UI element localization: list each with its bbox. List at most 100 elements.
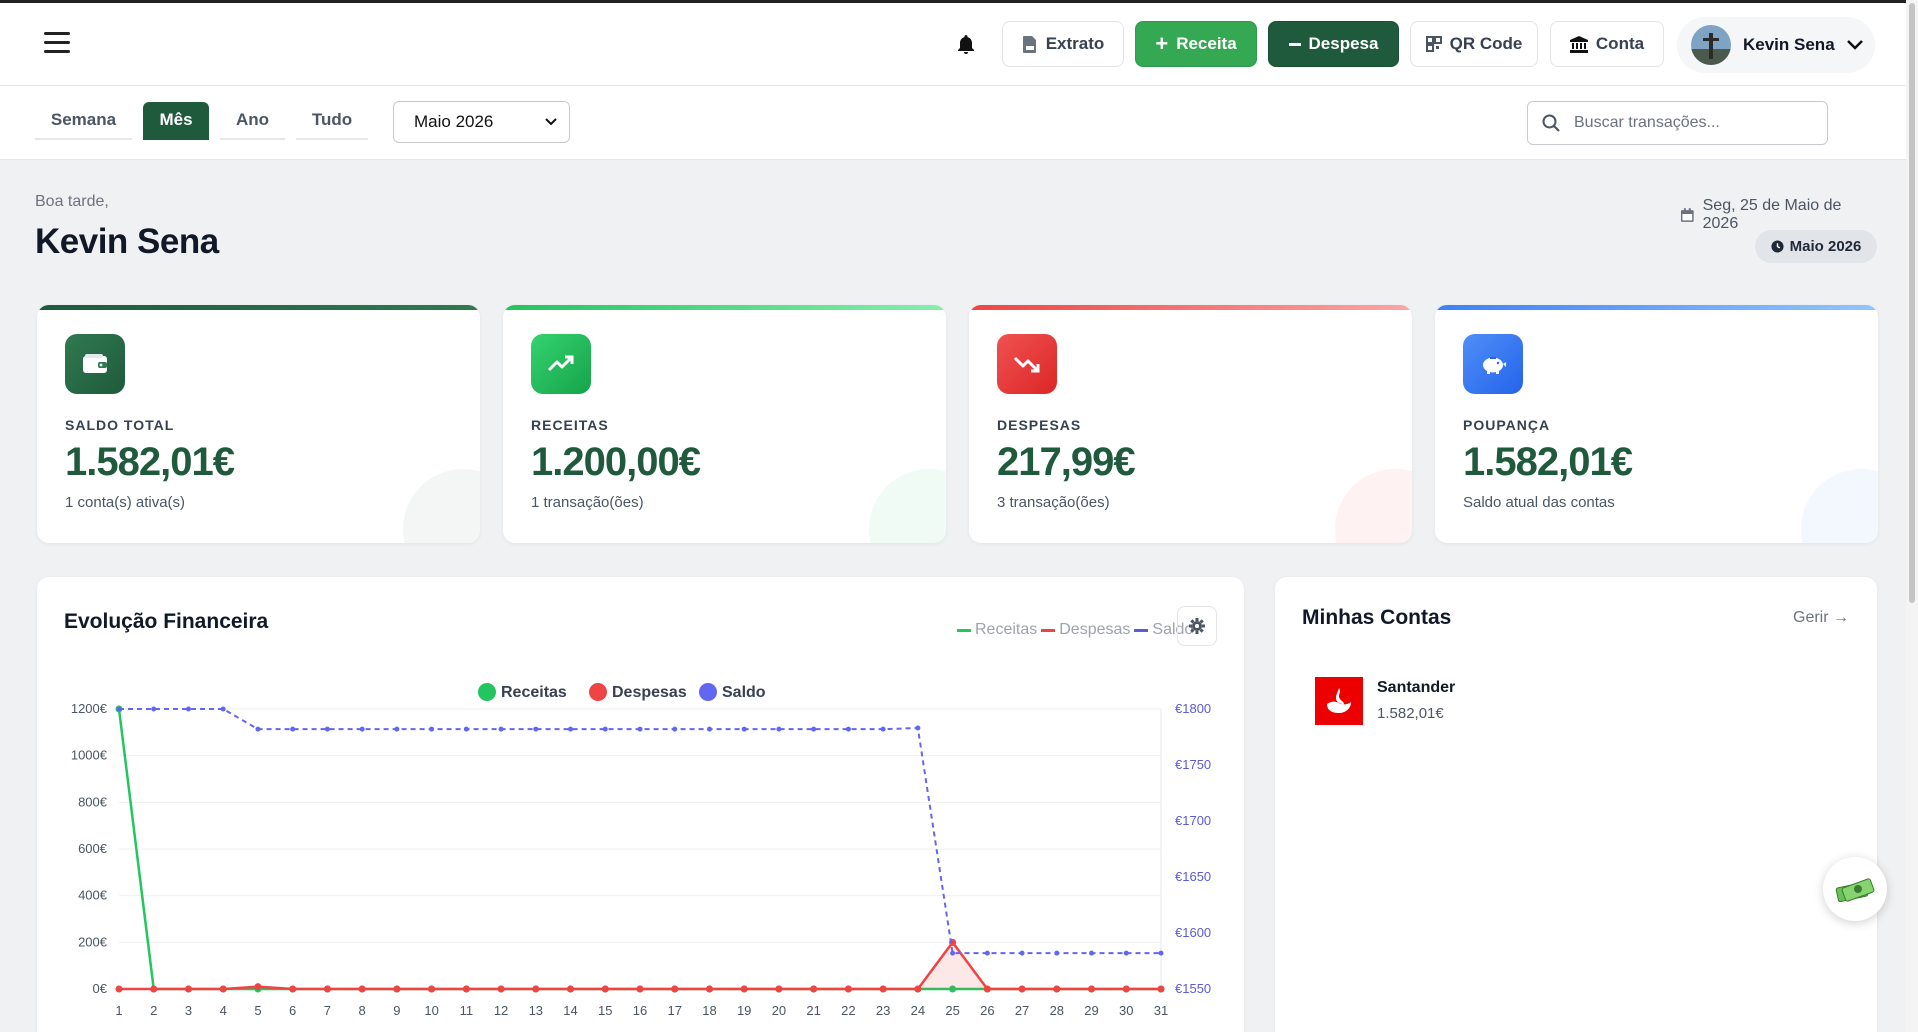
card-receitas: RECEITAS 1.200,00€ 1 transação(ões) <box>503 305 946 543</box>
bell-icon[interactable] <box>954 33 978 57</box>
data-point-saldo <box>290 726 296 732</box>
data-point-despesas <box>914 985 922 993</box>
minus-icon <box>1288 42 1301 46</box>
data-point-saldo <box>637 726 643 732</box>
y-left-tick-label: 1200€ <box>71 701 108 716</box>
x-tick-label: 23 <box>876 1003 890 1018</box>
page-scrollbar[interactable] <box>1906 0 1918 1032</box>
tab-mes[interactable]: Mês <box>143 102 209 140</box>
account-name[interactable]: Santander <box>1377 679 1456 696</box>
data-point-despesas <box>983 985 991 993</box>
data-point-saldo <box>498 726 504 732</box>
extrato-button[interactable]: Extrato <box>1002 21 1124 67</box>
data-point-saldo <box>185 706 191 712</box>
data-point-despesas <box>810 985 818 993</box>
series-line-saldo <box>119 708 1161 955</box>
add-receita-button[interactable]: + Receita <box>1135 21 1257 67</box>
tab-ano[interactable]: Ano <box>220 102 285 140</box>
data-point-despesas <box>844 985 852 993</box>
y-right-tick-label: €1700 <box>1175 813 1211 828</box>
card-subtext: 1 conta(s) ativa(s) <box>65 494 186 511</box>
menu-icon[interactable] <box>44 32 70 54</box>
card-subtext: 3 transação(ões) <box>997 494 1110 511</box>
data-point-saldo <box>255 726 261 732</box>
card-saldo-total: SALDO TOTAL 1.582,01€ 1 conta(s) ativa(s… <box>37 305 480 543</box>
data-point-saldo <box>568 726 574 732</box>
x-tick-label: 27 <box>1015 1003 1029 1018</box>
data-point-despesas <box>636 985 644 993</box>
x-tick-label: 15 <box>598 1003 612 1018</box>
data-point-saldo <box>602 726 608 732</box>
user-name: Kevin Sena <box>1743 35 1835 54</box>
search-icon <box>1542 114 1560 132</box>
card-decoration <box>403 469 480 543</box>
y-left-tick-label: 1000€ <box>71 748 108 763</box>
data-point-despesas <box>1157 985 1165 993</box>
conta-button[interactable]: Conta <box>1550 21 1664 67</box>
account-balance: 1.582,01€ <box>1377 705 1444 722</box>
qrcode-button[interactable]: QR Code <box>1410 21 1538 67</box>
data-point-saldo <box>1123 950 1129 956</box>
qrcode-label: QR Code <box>1449 34 1523 53</box>
data-point-despesas <box>567 985 575 993</box>
data-point-despesas <box>1122 985 1130 993</box>
y-right-tick-label: €1550 <box>1175 981 1211 996</box>
data-point-despesas <box>1018 985 1026 993</box>
santander-logo <box>1315 677 1363 725</box>
x-tick-label: 17 <box>667 1003 681 1018</box>
scrollbar-thumb[interactable] <box>1909 3 1915 603</box>
data-point-saldo <box>1089 950 1095 956</box>
y-right-tick-label: €1800 <box>1175 701 1211 716</box>
chart-panel-title: Evolução Financeira <box>64 610 269 633</box>
legend-label: Despesas <box>612 684 687 701</box>
trending-down-icon <box>997 334 1057 394</box>
wallet-icon <box>65 334 125 394</box>
data-point-despesas <box>705 985 713 993</box>
x-tick-label: 5 <box>254 1003 261 1018</box>
money-fab-button[interactable] <box>1823 857 1887 921</box>
data-point-despesas <box>184 985 192 993</box>
data-point-despesas <box>393 985 401 993</box>
manage-accounts-link[interactable]: Gerir → <box>1793 609 1849 626</box>
data-point-saldo <box>533 726 539 732</box>
card-poupanca: POUPANÇA 1.582,01€ Saldo atual das conta… <box>1435 305 1878 543</box>
data-point-despesas <box>219 985 227 993</box>
x-tick-label: 20 <box>772 1003 786 1018</box>
data-point-saldo <box>950 950 956 956</box>
data-point-despesas <box>254 983 262 991</box>
page-title: Kevin Sena <box>35 222 219 261</box>
card-subtext: 1 transação(ões) <box>531 494 644 511</box>
user-menu[interactable]: Kevin Sena <box>1677 17 1875 73</box>
gear-icon <box>1189 618 1205 634</box>
data-point-despesas <box>150 985 158 993</box>
y-right-tick-label: €1750 <box>1175 757 1211 772</box>
data-point-saldo <box>116 706 122 712</box>
search-input[interactable]: Buscar transações... <box>1527 101 1828 145</box>
x-tick-label: 11 <box>460 1003 474 1018</box>
data-point-saldo <box>324 726 330 732</box>
tab-tudo[interactable]: Tudo <box>296 102 368 140</box>
y-left-tick-label: 0€ <box>93 981 108 996</box>
data-point-despesas <box>1088 985 1096 993</box>
receita-label: Receita <box>1176 34 1237 53</box>
data-point-despesas <box>740 985 748 993</box>
search-placeholder: Buscar transações... <box>1574 114 1720 131</box>
top-header: Extrato + Receita Despesa QR Code Conta … <box>0 3 1906 86</box>
add-despesa-button[interactable]: Despesa <box>1268 21 1399 67</box>
data-point-saldo <box>915 725 921 731</box>
data-point-despesas <box>497 985 505 993</box>
y-left-tick-label: 400€ <box>78 888 108 903</box>
x-tick-label: 16 <box>633 1003 647 1018</box>
x-tick-label: 29 <box>1084 1003 1098 1018</box>
period-select[interactable]: Maio 2026 <box>393 101 570 143</box>
card-label: RECEITAS <box>531 417 609 433</box>
trending-up-icon <box>531 334 591 394</box>
data-point-despesas <box>879 985 887 993</box>
data-point-saldo <box>463 726 469 732</box>
legend-label: Receitas <box>501 684 567 701</box>
chart-settings-button[interactable] <box>1177 606 1217 646</box>
tab-semana[interactable]: Semana <box>35 102 132 140</box>
x-tick-label: 1 <box>115 1003 122 1018</box>
card-value: 1.200,00€ <box>531 440 701 484</box>
month-badge: Maio 2026 <box>1755 230 1877 263</box>
